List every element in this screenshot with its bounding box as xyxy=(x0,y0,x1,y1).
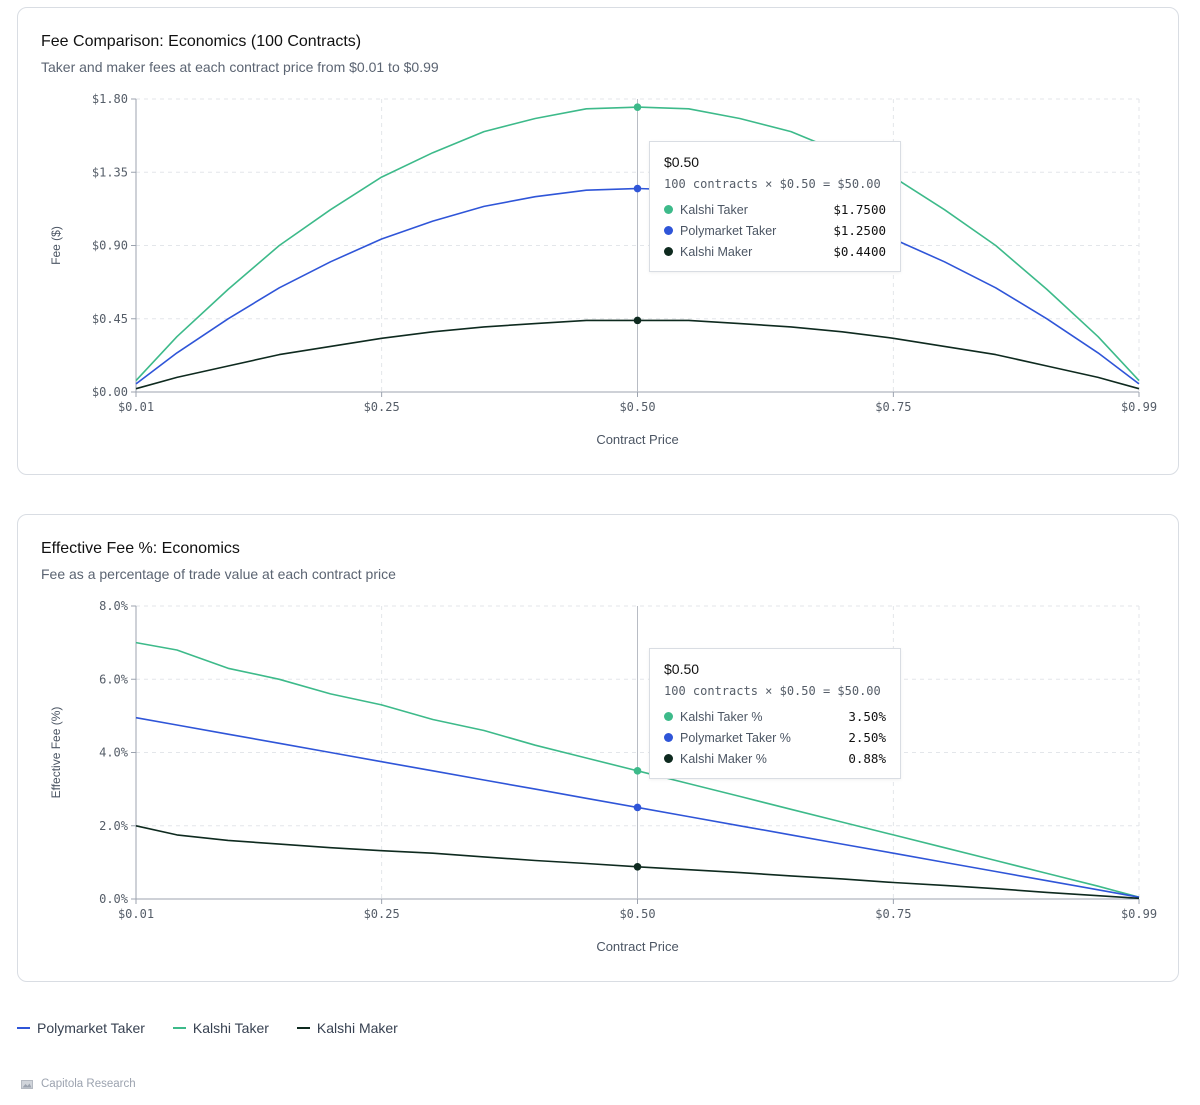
y-tick-label: 0.0% xyxy=(99,892,129,906)
polymarket-taker-dot-icon xyxy=(664,733,673,742)
kalshi-taker-dot-icon xyxy=(664,205,673,214)
x-tick-label: $0.25 xyxy=(364,400,400,414)
tooltip-label: Kalshi Taker % xyxy=(680,709,763,724)
effective-fee-card: Effective Fee %: Economics Fee as a perc… xyxy=(17,514,1179,982)
tooltip-row-polymarket-taker: Polymarket Taker $1.2500 xyxy=(664,220,886,241)
effective-fee-chart[interactable]: 0.0% 2.0% 4.0% 6.0% 8.0% $0.01 $0.25 $0.50 $0.75… xyxy=(18,515,1180,983)
tooltip-label: Kalshi Maker xyxy=(680,244,753,259)
y-axis-label: Effective Fee (%) xyxy=(49,707,63,799)
kalshi-taker-dot-icon xyxy=(664,712,673,721)
legend-label: Polymarket Taker xyxy=(37,1020,145,1036)
x-tick-label: $0.75 xyxy=(875,907,911,921)
x-tick-label: $0.99 xyxy=(1121,400,1157,414)
footer-label: Capitola Research xyxy=(41,1078,136,1090)
tooltip-row-kalshi-taker: Kalshi Taker % 3.50% xyxy=(664,706,886,727)
hover-point xyxy=(633,803,642,812)
x-tick-label: $0.01 xyxy=(118,907,154,921)
tooltip-value: 2.50% xyxy=(848,730,886,745)
legend-label: Kalshi Maker xyxy=(316,1020,398,1036)
hover-point xyxy=(633,103,642,111)
chart-subtitle: Taker and maker fees at each contract pr… xyxy=(41,59,439,75)
y-axis-label: Fee ($) xyxy=(49,226,63,265)
y-tick-label: $1.80 xyxy=(92,92,128,106)
hover-point xyxy=(633,862,642,871)
kalshi-taker-line-icon xyxy=(172,1027,186,1029)
y-tick-label: $0.90 xyxy=(92,239,128,253)
tooltip-subtitle: 100 contracts × $0.50 = $50.00 xyxy=(664,684,881,698)
legend-item-kalshi-maker[interactable]: Kalshi Maker xyxy=(296,1020,398,1036)
tooltip-value: $1.7500 xyxy=(833,202,886,217)
chart-title: Effective Fee %: Economics xyxy=(41,540,240,557)
tooltip-label: Polymarket Taker xyxy=(680,223,777,238)
x-tick-label: $0.01 xyxy=(118,400,154,414)
tooltip-row-polymarket-taker: Polymarket Taker % 2.50% xyxy=(664,727,886,748)
y-tick-label: $1.35 xyxy=(92,165,128,179)
chart-legend: Polymarket Taker Kalshi Taker Kalshi Mak… xyxy=(17,1020,426,1036)
image-icon xyxy=(21,1079,33,1089)
y-tick-label: 6.0% xyxy=(99,672,129,686)
chart-title: Fee Comparison: Economics (100 Contracts… xyxy=(41,33,362,50)
tooltip-subtitle: 100 contracts × $0.50 = $50.00 xyxy=(664,177,881,191)
legend-label: Kalshi Taker xyxy=(192,1020,269,1036)
hover-point xyxy=(633,316,642,325)
tooltip-title: $0.50 xyxy=(664,661,700,677)
kalshi-maker-line-icon xyxy=(296,1027,310,1029)
hover-point xyxy=(633,184,642,193)
kalshi-maker-dot-icon xyxy=(664,247,673,256)
chart-tooltip: $0.50 100 contracts × $0.50 = $50.00 Kal… xyxy=(649,648,901,779)
x-axis-label: Contract Price xyxy=(596,939,678,954)
x-tick-label: $0.99 xyxy=(1121,907,1157,921)
x-tick-label: $0.75 xyxy=(875,400,911,414)
fee-comparison-chart[interactable]: $0.00 $0.45 $0.90 $1.35 $1.80 $0.01 $0.25 $0.50… xyxy=(18,8,1180,476)
legend-item-polymarket-taker[interactable]: Polymarket Taker xyxy=(17,1020,145,1036)
hover-point xyxy=(633,767,642,775)
fee-comparison-card: Fee Comparison: Economics (100 Contracts… xyxy=(17,7,1179,475)
x-tick-label: $0.50 xyxy=(619,400,655,414)
kalshi-maker-dot-icon xyxy=(664,754,673,763)
y-tick-label: $0.00 xyxy=(92,385,128,399)
x-axis-label: Contract Price xyxy=(596,432,678,447)
y-tick-label: 8.0% xyxy=(99,599,129,613)
tooltip-value: 3.50% xyxy=(848,709,886,724)
tooltip-label: Polymarket Taker % xyxy=(680,730,791,745)
tooltip-value: 0.88% xyxy=(848,751,886,766)
footer-attribution: Capitola Research xyxy=(21,1078,136,1090)
polymarket-taker-line-icon xyxy=(17,1027,30,1029)
tooltip-value: $0.4400 xyxy=(833,244,886,259)
tooltip-title: $0.50 xyxy=(664,154,700,170)
y-tick-label: 2.0% xyxy=(99,819,129,833)
tooltip-row-kalshi-maker: Kalshi Maker $0.4400 xyxy=(664,241,886,262)
x-tick-label: $0.25 xyxy=(364,907,400,921)
y-tick-label: $0.45 xyxy=(92,312,128,326)
tooltip-row-kalshi-taker: Kalshi Taker $1.7500 xyxy=(664,199,886,220)
polymarket-taker-dot-icon xyxy=(664,226,673,235)
tooltip-label: Kalshi Taker xyxy=(680,202,748,217)
tooltip-value: $1.2500 xyxy=(833,223,886,238)
chart-subtitle: Fee as a percentage of trade value at ea… xyxy=(41,566,396,582)
y-tick-label: 4.0% xyxy=(99,746,129,760)
tooltip-label: Kalshi Maker % xyxy=(680,751,767,766)
tooltip-row-kalshi-maker: Kalshi Maker % 0.88% xyxy=(664,748,886,769)
chart-tooltip: $0.50 100 contracts × $0.50 = $50.00 Kal… xyxy=(649,141,901,272)
legend-item-kalshi-taker[interactable]: Kalshi Taker xyxy=(172,1020,269,1036)
x-tick-label: $0.50 xyxy=(619,907,655,921)
